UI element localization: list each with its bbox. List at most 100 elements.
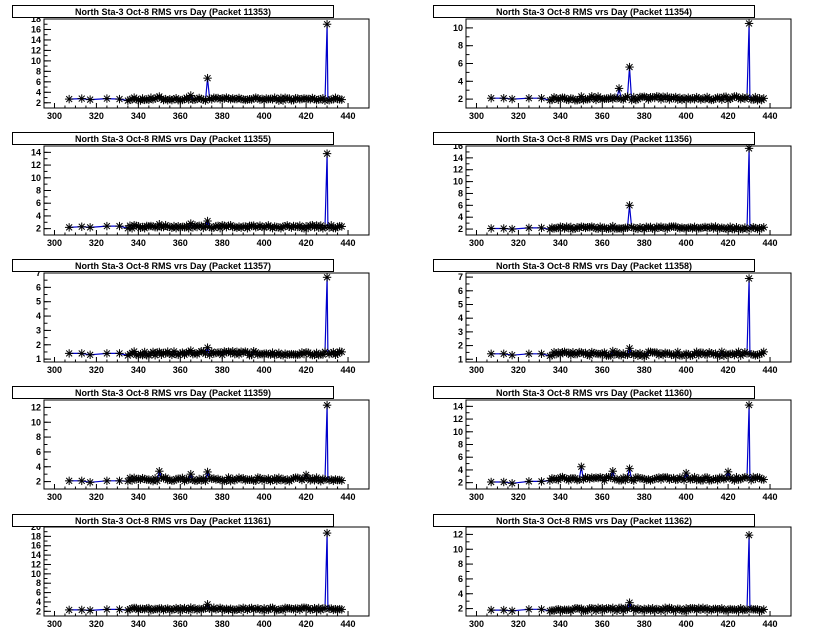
x-tick-label: 440	[763, 238, 778, 248]
x-tick-label: 420	[721, 111, 736, 121]
data-point-marker	[537, 605, 546, 614]
data-point-marker	[115, 349, 124, 358]
data-point-marker	[759, 94, 768, 103]
data-point-marker	[102, 221, 112, 231]
y-tick-label: 20	[31, 522, 41, 532]
data-point-marker	[115, 476, 124, 486]
series-markers	[486, 274, 768, 361]
chart-title: North Sta-3 Oct-8 RMS vrs Day (Packet 11…	[433, 386, 755, 399]
x-tick-label: 340	[131, 619, 146, 629]
data-point-marker	[744, 144, 754, 153]
chart-title: North Sta-3 Oct-8 RMS vrs Day (Packet 11…	[433, 514, 755, 527]
y-tick-label: 8	[458, 440, 463, 450]
x-tick-label: 380	[215, 111, 230, 121]
series-line	[69, 405, 342, 483]
x-tick-label: 300	[469, 619, 484, 629]
y-tick-label: 6	[458, 574, 463, 584]
x-tick-label: 360	[173, 111, 188, 121]
series-line	[69, 24, 342, 103]
data-point-marker	[499, 94, 508, 103]
plot-frame	[465, 272, 792, 363]
data-point-marker	[577, 462, 586, 471]
data-point-marker	[614, 84, 624, 93]
series-markers	[64, 149, 346, 233]
y-tick-label: 14	[453, 401, 463, 411]
data-point-marker	[499, 477, 508, 487]
y-tick-label: 2	[36, 98, 41, 108]
y-tick-label: 7	[458, 272, 463, 282]
data-point-marker	[524, 349, 534, 358]
y-tick-label: 8	[36, 578, 41, 588]
series-line	[491, 148, 764, 231]
chart-panel-7: 300 320 340 360 380 400 420 440 2 4 6 8 10 12 14	[453, 399, 792, 502]
data-point-marker	[115, 94, 124, 104]
y-tick-label: 14	[31, 35, 41, 45]
x-tick-label: 300	[47, 365, 62, 375]
x-tick-label: 440	[341, 111, 356, 121]
x-tick-label: 400	[257, 238, 272, 248]
data-point-marker	[744, 274, 754, 283]
x-tick-label: 380	[637, 365, 652, 375]
y-tick-label: 8	[36, 432, 41, 442]
data-point-marker	[625, 201, 634, 210]
y-tick-label: 10	[453, 177, 463, 187]
x-tick-label: 320	[89, 365, 104, 375]
y-tick-label: 2	[36, 224, 41, 234]
y-tick-label: 4	[458, 465, 463, 475]
x-tick-label: 440	[763, 365, 778, 375]
chart-panel-3: 300 320 340 360 380 400 420 440 2 4 6 810 12 14 16	[453, 141, 792, 248]
plot-frame	[465, 145, 792, 236]
y-tick-label: 10	[453, 544, 463, 554]
data-point-marker	[537, 477, 546, 486]
chart-title: North Sta-3 Oct-8 RMS vrs Day (Packet 11…	[433, 259, 755, 272]
x-tick-label: 300	[469, 492, 484, 502]
data-point-marker	[486, 477, 496, 487]
chart-panel-4: 300 320 340 360 380 400 420 440 1 2 3 4 5 6 7	[36, 268, 370, 375]
x-tick-label: 400	[679, 111, 694, 121]
data-point-marker	[322, 528, 332, 538]
y-tick-label: 12	[453, 414, 463, 424]
data-point-marker	[524, 223, 534, 233]
y-tick-label: 4	[36, 597, 41, 607]
x-tick-label: 360	[595, 111, 610, 121]
series-line	[491, 278, 765, 357]
y-tick-label: 2	[458, 604, 463, 614]
y-tick-label: 10	[453, 23, 463, 33]
x-tick-label: 420	[721, 492, 736, 502]
data-point-marker	[322, 20, 332, 29]
y-tick-label: 12	[31, 402, 41, 412]
chart-panel-5: 300 320 340 360 380 400 420 440 1 2 3 4 5 6 7	[458, 272, 792, 375]
y-tick-label: 4	[458, 76, 463, 86]
y-tick-label: 2	[458, 94, 463, 104]
x-tick-label: 400	[679, 365, 694, 375]
series-markers	[486, 530, 768, 616]
data-point-marker	[77, 605, 86, 615]
x-tick-label: 360	[595, 619, 610, 629]
x-tick-label: 420	[299, 111, 314, 121]
data-point-marker	[322, 149, 332, 158]
series-line	[491, 405, 764, 484]
chart-title: North Sta-3 Oct-8 RMS vrs Day (Packet 11…	[12, 514, 334, 527]
data-point-marker	[322, 400, 332, 410]
data-point-marker	[577, 92, 586, 101]
y-tick-label: 8	[36, 186, 41, 196]
x-tick-label: 340	[553, 492, 568, 502]
series-markers	[64, 273, 346, 360]
y-tick-label: 6	[36, 77, 41, 87]
series-line	[69, 153, 342, 230]
x-tick-label: 420	[299, 365, 314, 375]
data-point-marker	[64, 223, 74, 232]
y-tick-label: 14	[31, 550, 41, 560]
chart-panel-1: 300 320 340 360 380 400 420 440 2 4 6 8 10	[453, 18, 792, 121]
data-point-marker	[759, 475, 768, 484]
y-tick-label: 6	[36, 282, 41, 292]
data-point-marker	[85, 606, 95, 615]
x-tick-label: 320	[511, 365, 526, 375]
x-tick-label: 300	[469, 365, 484, 375]
x-tick-label: 340	[553, 111, 568, 121]
y-tick-label: 6	[458, 59, 463, 69]
y-tick-label: 1	[36, 354, 41, 364]
chart-title: North Sta-3 Oct-8 RMS vrs Day (Packet 11…	[12, 5, 334, 18]
data-point-marker	[337, 605, 346, 614]
